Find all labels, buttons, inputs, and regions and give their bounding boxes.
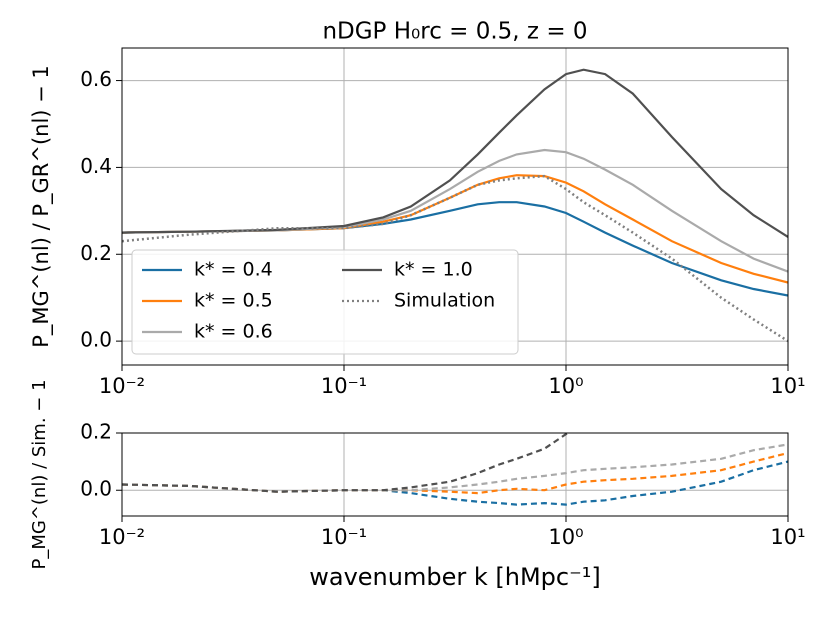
x-tick-label: 10⁰ <box>548 525 583 549</box>
y-tick-label: 0.2 <box>80 420 112 444</box>
x-tick-label: 10⁻² <box>99 374 145 398</box>
y-tick-label: 0.0 <box>80 328 112 352</box>
series-line <box>122 443 788 493</box>
x-tick-label: 10⁻¹ <box>321 525 367 549</box>
series-line <box>122 148 788 273</box>
x-tick-label: 10¹ <box>770 525 805 549</box>
legend-label: k* = 1.0 <box>394 259 473 281</box>
series-line <box>122 433 571 493</box>
legend-label: k* = 0.6 <box>194 321 273 343</box>
legend-box <box>131 249 519 355</box>
axes-frame <box>121 47 789 366</box>
axes-frame <box>121 432 789 517</box>
x-tick-label: 10⁻¹ <box>321 374 367 398</box>
y-axis-label: P_MG^(nl) / P_GR^(nl) − 1 <box>29 65 54 348</box>
y-tick-label: 0.6 <box>80 67 112 91</box>
y-tick-label: 0.2 <box>80 241 112 265</box>
plot-area <box>122 68 788 343</box>
y-tick-label: 0.4 <box>80 154 112 178</box>
series-line <box>122 460 788 506</box>
series-line <box>122 68 788 238</box>
plot-area <box>122 433 788 506</box>
y-tick-label: 0.0 <box>80 477 112 501</box>
chart-title: nDGP H₀rc = 0.5, z = 0 <box>322 19 587 45</box>
y-axis-label: P_MG^(nl) / Sim. − 1 <box>29 379 50 569</box>
legend-label: Simulation <box>394 290 495 312</box>
x-tick-label: 10⁻² <box>99 525 145 549</box>
x-tick-label: 10⁰ <box>548 374 583 398</box>
x-tick-label: 10¹ <box>770 374 805 398</box>
legend-label: k* = 0.5 <box>194 290 273 312</box>
legend-label: k* = 0.4 <box>194 259 273 281</box>
x-axis-label: wavenumber k [hMpc⁻¹] <box>309 563 601 591</box>
